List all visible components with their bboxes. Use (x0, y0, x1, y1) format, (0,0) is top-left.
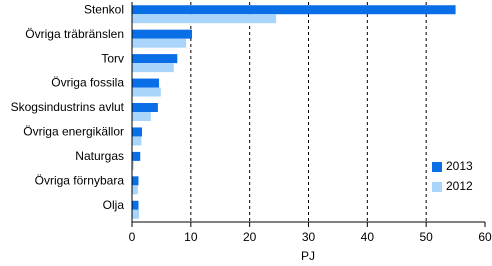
y-tick-label: Torv (101, 51, 124, 65)
y-tick-label: Skogsindustrins avlut (11, 100, 125, 114)
bar (132, 209, 140, 219)
y-tick-label: Stenkol (84, 2, 124, 16)
bar (132, 160, 134, 170)
y-tick-label: Övriga fossila (51, 76, 124, 90)
bar (132, 29, 193, 39)
bar (132, 112, 151, 121)
x-tick-label: 0 (129, 230, 136, 244)
bar (132, 151, 141, 161)
y-tick-label: Olja (103, 198, 125, 212)
legend-swatch (432, 182, 442, 192)
bar (132, 103, 158, 112)
y-tick-label: Övriga träbränslen (25, 27, 124, 41)
legend-label: 2013 (446, 159, 473, 173)
y-tick-label: Övriga energikällor (23, 125, 124, 139)
bar (132, 87, 161, 97)
y-tick-label: Övriga förnybara (35, 174, 125, 188)
x-tick-label: 60 (478, 230, 492, 244)
bar (132, 78, 160, 88)
bar (132, 176, 139, 186)
bar (132, 14, 277, 24)
x-tick-label: 50 (419, 230, 433, 244)
bar (132, 38, 187, 48)
bar (132, 63, 174, 73)
legend-swatch (432, 162, 442, 172)
bar (132, 54, 178, 64)
x-axis-label: PJ (301, 249, 315, 263)
y-tick-label: Naturgas (75, 149, 124, 163)
x-tick-label: 10 (184, 230, 198, 244)
x-tick-label: 20 (243, 230, 257, 244)
x-tick-label: 30 (302, 230, 316, 244)
bar (132, 136, 142, 146)
bar (132, 5, 456, 15)
bar (132, 200, 139, 210)
bar (132, 185, 138, 195)
x-tick-label: 40 (361, 230, 375, 244)
legend-label: 2012 (446, 179, 473, 193)
bar (132, 127, 143, 137)
